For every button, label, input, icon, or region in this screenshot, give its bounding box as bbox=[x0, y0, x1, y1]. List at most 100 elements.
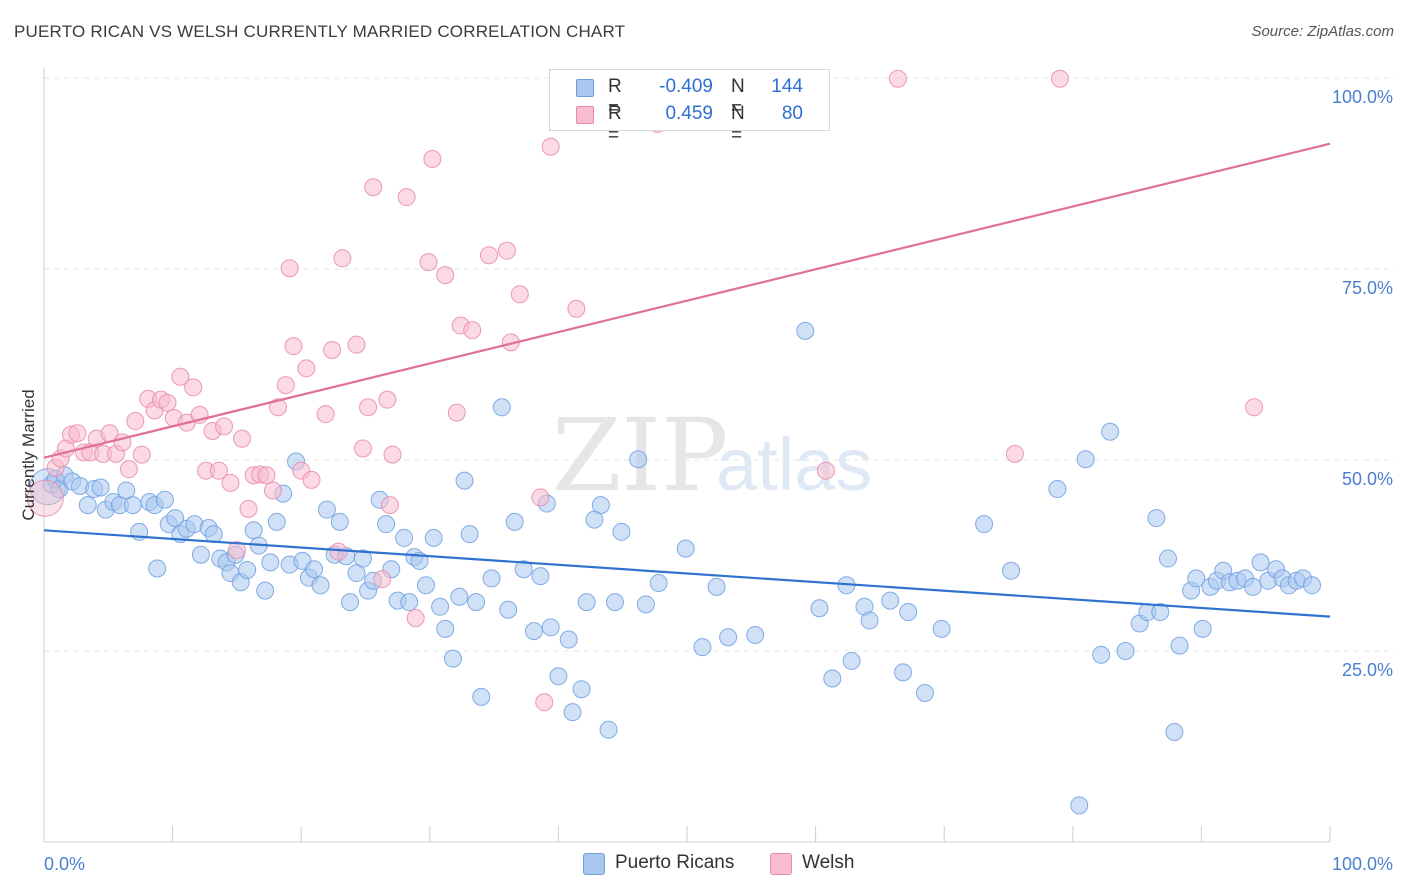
puerto-rican-point bbox=[395, 528, 414, 547]
puerto-rican-point bbox=[505, 512, 524, 531]
puerto-rican-point bbox=[455, 471, 474, 490]
welsh-point bbox=[269, 398, 288, 417]
puerto-rican-point bbox=[1076, 450, 1095, 469]
welsh-point bbox=[447, 403, 466, 422]
puerto-rican-point bbox=[899, 603, 918, 622]
puerto-rican-point bbox=[377, 515, 396, 534]
welsh-point bbox=[888, 69, 907, 88]
welsh-point bbox=[1050, 69, 1069, 88]
puerto-rican-point bbox=[311, 576, 330, 595]
puerto-rican-point bbox=[492, 398, 511, 417]
watermark: ZIP atlas bbox=[552, 397, 872, 514]
chart-title: PUERTO RICAN VS WELSH CURRENTLY MARRIED … bbox=[14, 22, 626, 41]
welsh-point bbox=[373, 570, 392, 589]
puerto-rican-point bbox=[191, 545, 210, 564]
puerto-rican-point bbox=[1092, 645, 1111, 664]
welsh-point bbox=[126, 412, 145, 431]
puerto-rican-point bbox=[499, 600, 518, 619]
legend-r-value: 0.459 bbox=[665, 103, 713, 124]
puerto-rican-point bbox=[123, 496, 142, 515]
series-puerto-ricans bbox=[29, 321, 1321, 815]
puerto-rican-point bbox=[975, 515, 994, 534]
welsh-point bbox=[541, 137, 560, 156]
x-tick-label-min: 0.0% bbox=[44, 854, 85, 874]
welsh-point bbox=[119, 460, 138, 479]
puerto-rican-point bbox=[238, 561, 257, 580]
puerto-rican-point bbox=[932, 619, 951, 638]
legend-n-label: N = bbox=[731, 76, 745, 119]
puerto-rican-point bbox=[629, 450, 648, 469]
welsh-point bbox=[406, 609, 425, 628]
legend-n-value: 144 bbox=[771, 76, 803, 97]
puerto-rican-point bbox=[148, 559, 167, 578]
welsh-point bbox=[423, 149, 442, 168]
puerto-rican-point bbox=[261, 553, 280, 572]
puerto-rican-point bbox=[436, 619, 455, 638]
puerto-rican-point bbox=[1187, 569, 1206, 588]
puerto-rican-point bbox=[559, 630, 578, 649]
trend-line-puerto-ricans bbox=[43, 529, 1331, 618]
welsh-point bbox=[419, 253, 438, 272]
puerto-rican-point bbox=[305, 560, 324, 579]
puerto-rican-point bbox=[1070, 796, 1089, 815]
welsh-point bbox=[567, 299, 586, 318]
puerto-rican-point bbox=[860, 611, 879, 630]
trend-line-welsh bbox=[43, 142, 1331, 459]
puerto-rican-point bbox=[1048, 480, 1067, 499]
puerto-rican-point bbox=[1302, 576, 1321, 595]
legend-swatch-puerto-ricans bbox=[576, 79, 594, 97]
legend-swatch-welsh bbox=[576, 106, 594, 124]
series-welsh bbox=[26, 69, 1264, 712]
welsh-point bbox=[158, 393, 177, 412]
legend-n-label: N = bbox=[731, 103, 745, 146]
puerto-rican-point bbox=[443, 649, 462, 668]
welsh-point bbox=[132, 445, 151, 464]
puerto-rican-point bbox=[894, 663, 913, 682]
puerto-rican-point bbox=[244, 521, 263, 540]
welsh-point bbox=[227, 541, 246, 560]
welsh-point bbox=[184, 378, 203, 397]
legend-label-puerto-ricans: Puerto Ricans bbox=[615, 852, 735, 873]
puerto-rican-point bbox=[166, 509, 185, 528]
puerto-rican-point bbox=[514, 560, 533, 579]
welsh-point bbox=[171, 367, 190, 386]
welsh-point bbox=[239, 499, 258, 518]
puerto-rican-point bbox=[563, 703, 582, 722]
puerto-rican-point bbox=[605, 593, 624, 612]
puerto-rican-point bbox=[612, 522, 631, 541]
welsh-point bbox=[209, 461, 228, 480]
legend-r-value: -0.409 bbox=[659, 76, 713, 97]
puerto-rican-point bbox=[881, 591, 900, 610]
welsh-point bbox=[535, 693, 554, 712]
welsh-point bbox=[257, 466, 276, 485]
welsh-point bbox=[333, 249, 352, 268]
welsh-point bbox=[378, 390, 397, 409]
welsh-point bbox=[397, 188, 416, 207]
puerto-rican-point bbox=[1158, 549, 1177, 568]
welsh-point bbox=[436, 266, 455, 285]
puerto-rican-point bbox=[78, 496, 97, 515]
welsh-point bbox=[1245, 398, 1264, 417]
puerto-rican-point bbox=[531, 567, 550, 586]
puerto-rican-point bbox=[450, 587, 469, 606]
welsh-point bbox=[816, 461, 835, 480]
puerto-rican-point bbox=[1101, 422, 1120, 441]
x-tick-label-max: 100.0% bbox=[1332, 854, 1393, 874]
puerto-rican-point bbox=[796, 321, 815, 340]
puerto-rican-point bbox=[915, 684, 934, 703]
welsh-point bbox=[359, 398, 378, 417]
y-tick-labels: 25.0% 50.0% 75.0% 100.0% bbox=[1332, 87, 1393, 680]
puerto-rican-point bbox=[155, 490, 174, 509]
puerto-rican-point bbox=[91, 478, 110, 497]
welsh-point bbox=[68, 424, 87, 443]
puerto-rican-point bbox=[353, 549, 372, 568]
puerto-rican-point bbox=[400, 593, 419, 612]
y-tick-label: 75.0% bbox=[1342, 278, 1393, 298]
puerto-rican-point bbox=[1243, 577, 1262, 596]
welsh-point bbox=[276, 376, 295, 395]
puerto-rican-point bbox=[693, 638, 712, 657]
legend-r-label: R = bbox=[608, 76, 622, 119]
puerto-rican-point bbox=[472, 687, 491, 706]
puerto-rican-point bbox=[267, 512, 286, 531]
